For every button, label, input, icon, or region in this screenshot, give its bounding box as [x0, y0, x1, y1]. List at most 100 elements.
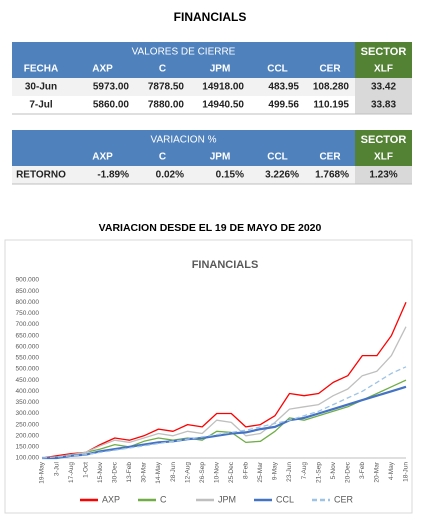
- legend-label: C: [160, 494, 167, 504]
- x-tick-label: 25-Mar: [257, 461, 264, 482]
- y-tick-label: 650.000: [16, 332, 40, 339]
- table-cell: 0.15%: [216, 170, 244, 181]
- x-tick-label: 18-Jun: [403, 462, 410, 482]
- y-tick-label: 500.000: [16, 366, 40, 373]
- x-tick-label: 21-Sep: [315, 462, 322, 483]
- x-tick-label: 9-May: [272, 461, 279, 480]
- y-tick-label: 100.000: [16, 455, 40, 462]
- sector-band: [355, 42, 412, 78]
- x-tick-label: 20-Mar: [374, 461, 381, 482]
- table-cell: 7878.50: [148, 82, 185, 93]
- column-header: CCL: [267, 64, 288, 75]
- table-cell: 483.95: [268, 82, 299, 93]
- table-cell: RETORNO: [16, 170, 66, 181]
- table-cell: 499.56: [268, 100, 299, 111]
- chart-frame: [4, 239, 413, 514]
- x-tick-label: 3-Jul: [53, 461, 60, 476]
- x-tick-label: 19-May: [39, 461, 46, 483]
- table-cell: 33.42: [371, 82, 396, 93]
- x-tick-label: 7-Aug: [301, 462, 308, 480]
- x-tick-label: 20-Dec: [344, 461, 351, 483]
- table-cell: 1.768%: [315, 170, 349, 181]
- x-tick-label: 23-Jun: [286, 462, 293, 482]
- y-tick-label: 850.000: [16, 288, 40, 295]
- column-header: C: [159, 64, 166, 75]
- legend-label: JPM: [218, 494, 236, 504]
- series-line: [41, 302, 407, 459]
- x-tick-label: 17-Aug: [68, 462, 75, 483]
- table-cell: 110.195: [313, 100, 349, 111]
- x-tick-label: 14-May: [155, 461, 162, 483]
- x-tick-label: 13-Feb: [126, 462, 133, 483]
- page-title: FINANCIALS: [174, 10, 247, 24]
- group-header: VALORES DE CIERRE: [132, 47, 236, 58]
- row-bg: [12, 78, 355, 96]
- row-bg: [12, 166, 355, 184]
- column-header: XLF: [374, 152, 393, 163]
- y-tick-label: 300.000: [16, 410, 40, 417]
- y-tick-label: 550.000: [16, 355, 40, 362]
- legend-label: CCL: [276, 494, 294, 504]
- x-tick-label: 3-Feb: [359, 462, 366, 479]
- column-header: XLF: [374, 64, 393, 75]
- table-cell: 0.02%: [156, 170, 184, 181]
- group-header: VARIACION %: [151, 135, 217, 146]
- x-tick-label: 12-Aug: [184, 462, 191, 483]
- table-cell: 1.23%: [369, 170, 397, 181]
- x-tick-label: 25-Dec: [228, 461, 235, 483]
- table-cell: 5860.00: [93, 100, 130, 111]
- chart-title: FINANCIALS: [192, 259, 259, 271]
- column-header: AXP: [92, 64, 113, 75]
- column-header: C: [159, 152, 166, 163]
- y-tick-label: 350.000: [16, 399, 40, 406]
- column-header: CER: [319, 64, 341, 75]
- sector-header: SECTOR: [361, 46, 407, 58]
- table-cell: 14940.50: [202, 100, 244, 111]
- x-tick-label: 30-Mar: [141, 461, 148, 482]
- table-cell: 7-Jul: [29, 100, 53, 111]
- x-tick-label: 30-Dec: [112, 461, 119, 483]
- column-header: FECHA: [24, 64, 58, 75]
- table-cell: 7880.00: [148, 100, 185, 111]
- legend-label: AXP: [102, 494, 120, 504]
- y-tick-label: 750.000: [16, 310, 40, 317]
- row-bg: [12, 96, 355, 114]
- y-tick-label: 400.000: [16, 388, 40, 395]
- x-tick-label: 1-Oct: [82, 462, 89, 478]
- x-tick-label: 5-Nov: [330, 461, 337, 479]
- y-tick-label: 800.000: [16, 299, 40, 306]
- y-tick-label: 150.000: [16, 444, 40, 451]
- table-cell: 33.83: [371, 100, 396, 111]
- x-tick-label: 4-May: [388, 461, 395, 480]
- legend-label: CER: [334, 494, 354, 504]
- x-tick-label: 15-Nov: [97, 461, 104, 483]
- sector-header: SECTOR: [361, 134, 407, 146]
- y-tick-label: 250.000: [16, 421, 40, 428]
- y-tick-label: 200.000: [16, 432, 40, 439]
- series-line: [41, 379, 407, 459]
- series-line: [41, 326, 407, 459]
- column-header: JPM: [210, 152, 231, 163]
- table-cell: 3.226%: [265, 170, 299, 181]
- y-tick-label: 700.000: [16, 321, 40, 328]
- sector-cell-bg: [355, 78, 412, 96]
- header-band: [12, 42, 355, 78]
- column-header: JPM: [210, 64, 231, 75]
- table-cell: 14918.00: [202, 82, 244, 93]
- column-header: CER: [319, 152, 341, 163]
- x-tick-label: 26-Sep: [199, 462, 206, 483]
- y-tick-label: 900.000: [16, 277, 40, 284]
- table-cell: 108.280: [313, 82, 350, 93]
- series-line: [42, 385, 407, 460]
- table-cell: 5973.00: [93, 82, 130, 93]
- sector-cell-bg: [355, 166, 412, 184]
- sector-cell-bg: [355, 96, 412, 114]
- x-tick-label: 10-Nov: [213, 461, 220, 483]
- x-tick-label: 28-Jun: [170, 462, 177, 482]
- y-tick-label: 450.000: [16, 377, 40, 384]
- table-cell: 30-Jun: [25, 82, 57, 93]
- series-line: [41, 366, 407, 459]
- y-tick-label: 600.000: [16, 343, 40, 350]
